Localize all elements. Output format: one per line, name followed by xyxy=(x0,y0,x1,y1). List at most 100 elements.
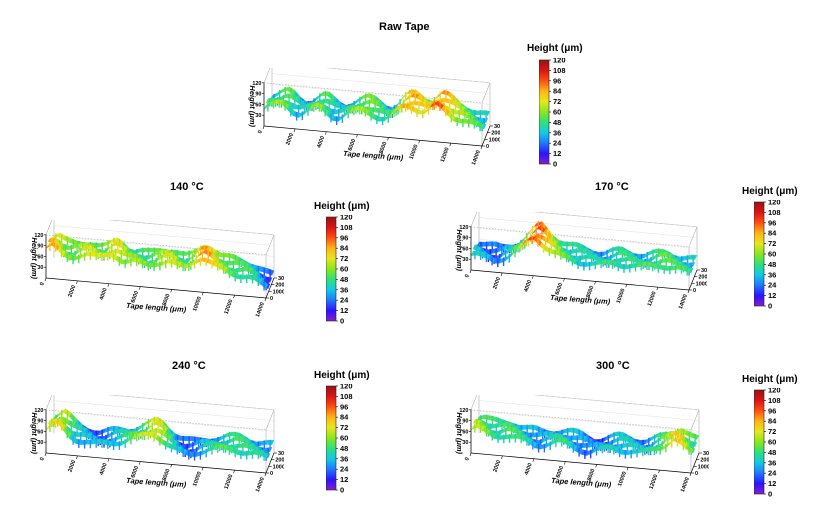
x-tick-label: 6000 xyxy=(130,290,140,304)
colorbar-tick-label: 24 xyxy=(553,139,562,148)
top-edge xyxy=(45,409,267,431)
colorbar-tick-label: 24 xyxy=(768,469,777,478)
top-edge xyxy=(263,82,483,104)
x-tick-label: 4000 xyxy=(524,462,534,476)
x-tick xyxy=(262,125,265,130)
colorbar-tick-label: 36 xyxy=(553,128,561,137)
x-tick-label: 0 xyxy=(464,274,471,279)
plot-title-300: 300 °C xyxy=(596,360,630,372)
x-tick-label: 2000 xyxy=(492,276,502,290)
colorbar-tick-label: 36 xyxy=(768,270,776,279)
z-tick-label: 120 xyxy=(252,81,261,87)
z-tick-label: 60 xyxy=(255,102,261,108)
colorbar-tick-label: 12 xyxy=(768,291,776,300)
x-axis-line xyxy=(45,452,267,474)
x-tick-label: 4000 xyxy=(316,135,326,149)
x-axis: 0 2000 4000 6000 8000 10000 12000 14000 Tape len… xyxy=(39,277,267,318)
x-tick xyxy=(469,269,472,274)
x-axis-line xyxy=(470,452,692,474)
x-tick-label: 4000 xyxy=(99,287,109,301)
x-tick xyxy=(44,277,47,282)
back-grid-line xyxy=(478,228,698,249)
x-tick xyxy=(501,455,503,459)
top-right-edge xyxy=(688,226,698,247)
x-tick xyxy=(480,145,483,150)
z-axis-label: Height (μm) xyxy=(455,229,464,271)
colorbar-tick-label: 96 xyxy=(553,76,561,85)
colorbar-tick-label: 72 xyxy=(340,254,348,263)
colorbar-tick-label: 120 xyxy=(340,384,353,391)
y-tick-label: 2000 xyxy=(275,458,284,464)
x-axis: 0 2000 4000 6000 8000 10000 12000 14000 Tape len… xyxy=(39,452,267,493)
colorbar-tick-label: 24 xyxy=(340,296,349,305)
y-tick-label: 0 xyxy=(486,144,489,150)
colorbar-tick-label: 60 xyxy=(553,108,561,117)
back-grid-line xyxy=(271,62,491,83)
y-tick-label: 1000 xyxy=(696,281,707,287)
z-tick-label: 120 xyxy=(34,408,43,414)
z-tick-label: 30 xyxy=(462,440,468,446)
colorbar-140: 0 12 24 36 48 60 72 84 96 108 120 xyxy=(325,213,360,327)
y-tick-label: 1000 xyxy=(273,464,284,470)
z-tick-label: 90 xyxy=(255,92,261,98)
x-tick xyxy=(532,458,535,462)
z-tick-label: 60 xyxy=(462,429,468,435)
colorbar-tick-label: 12 xyxy=(553,149,561,158)
colorbar-tick-label: 96 xyxy=(340,402,348,411)
y-tick-label: 3000 xyxy=(701,268,707,274)
top-right-edge xyxy=(481,82,491,103)
x-axis: 0 2000 4000 6000 8000 10000 12000 14000 Tape len… xyxy=(464,269,690,310)
y-tick-label: 3000 xyxy=(703,451,709,457)
z-tick-label: 30 xyxy=(37,265,43,271)
x-tick xyxy=(418,140,420,144)
x-tick-label: 10000 xyxy=(616,288,627,304)
colorbar-tick-label: 96 xyxy=(768,406,776,415)
y-axis-line xyxy=(265,452,275,474)
x-tick-label: 12000 xyxy=(224,474,235,490)
x-tick xyxy=(201,467,204,471)
top-edge xyxy=(470,409,692,431)
colorbar-tick-label: 36 xyxy=(340,454,348,463)
x-axis-line xyxy=(263,125,483,147)
x-tick xyxy=(107,458,110,462)
colorbar-170: 0 12 24 36 48 60 72 84 96 108 120 xyxy=(753,198,788,312)
surface-mesh xyxy=(470,221,698,276)
plot-title-140: 140 °C xyxy=(170,181,204,193)
colorbar-tick-label: 48 xyxy=(340,444,348,453)
back-grid-line xyxy=(53,400,275,421)
x-tick-label: 2000 xyxy=(67,284,77,298)
colorbar-tick-label: 48 xyxy=(768,260,776,269)
top-right-edge xyxy=(690,409,700,430)
x-tick-label: 10000 xyxy=(409,144,420,160)
y-axis-line xyxy=(481,125,491,147)
colorbar-tick-label: 120 xyxy=(340,215,353,222)
y-tick-label: 3000 xyxy=(278,276,284,282)
x-tick-label: 12000 xyxy=(440,147,451,163)
z-axis-label: Height (μm) xyxy=(30,237,39,279)
colorbar-title-300: Height (μm) xyxy=(742,374,798,385)
surface-panel-170: 0 2000 4000 6000 8000 10000 12000 14000 Tape len… xyxy=(447,206,719,317)
colorbar-tick-label: 12 xyxy=(768,479,776,488)
x-tick xyxy=(594,281,596,285)
colorbar-title-170: Height (μm) xyxy=(742,186,798,197)
colorbar-tick-label: 12 xyxy=(340,306,348,315)
x-tick xyxy=(170,289,172,293)
plot-title-170: 170 °C xyxy=(595,181,629,193)
x-tick xyxy=(564,461,566,465)
colorbar-tick-label: 72 xyxy=(768,427,776,436)
z-tick-label: 60 xyxy=(462,246,468,252)
x-tick-label: 6000 xyxy=(347,138,357,152)
x-axis-label: Tape length (μm) xyxy=(343,149,404,162)
y-tick-label: 2000 xyxy=(491,131,500,137)
x-axis: 0 2000 4000 6000 8000 10000 12000 14000 Tape len… xyxy=(464,452,692,493)
colorbar-tick-label: 0 xyxy=(340,486,344,495)
x-tick-label: 12000 xyxy=(224,299,235,315)
colorbar-tick-label: 72 xyxy=(553,97,561,106)
x-axis-label: Tape length (μm) xyxy=(550,293,611,306)
colorbar-tick-label: 0 xyxy=(768,302,772,311)
x-tick-label: 2000 xyxy=(492,459,502,473)
